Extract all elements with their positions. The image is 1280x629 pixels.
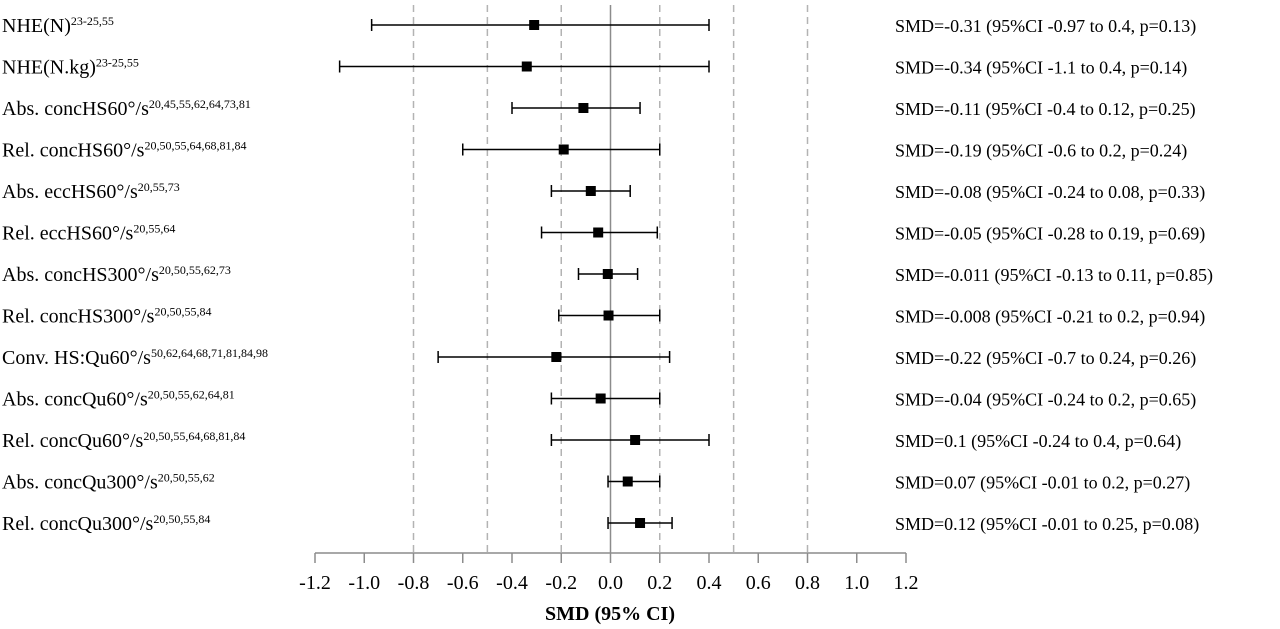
row-label: Rel. concHS300°/s20,50,55,84 (2, 305, 211, 328)
row-label: Rel. eccHS60°/s20,55,64 (2, 222, 175, 245)
smd-marker (578, 103, 589, 113)
smd-marker (595, 393, 606, 404)
smd-marker (521, 61, 532, 72)
smd-marker (551, 352, 562, 362)
row-label-refs: 50,62,64,68,71,81,84,98 (151, 346, 268, 360)
forest-rows: NHE(N)23-25,55 SMD=-0.31 (95%CI -0.97 to … (2, 14, 1213, 535)
row-label: Conv. HS:Qu60°/s50,62,64,68,71,81,84,98 (2, 346, 268, 369)
row-label-text: Conv. HS:Qu60°/s (2, 347, 151, 369)
forest-row: NHE(N)23-25,55 SMD=-0.31 (95%CI -0.97 to … (2, 14, 1196, 37)
row-label: Rel. concQu300°/s20,50,55,84 (2, 512, 210, 535)
x-tick-label: -1.2 (299, 572, 331, 594)
row-label-refs: 20,55,73 (138, 180, 180, 194)
row-label-text: Rel. concHS300°/s (2, 306, 155, 328)
row-stat: SMD=-0.22 (95%CI -0.7 to 0.24, p=0.26) (895, 348, 1196, 369)
smd-marker (630, 435, 641, 445)
row-label-refs: 20,50,55,64,68,81,84 (143, 429, 245, 443)
forest-row: Rel. eccHS60°/s20,55,64 SMD=-0.05 (95%CI … (2, 222, 1205, 245)
row-stat: SMD=-0.34 (95%CI -1.1 to 0.4, p=0.14) (895, 58, 1187, 79)
row-label: Abs. concHS300°/s20,50,55,62,73 (2, 263, 231, 286)
row-stat: SMD=-0.08 (95%CI -0.24 to 0.08, p=0.33) (895, 182, 1205, 203)
smd-marker (603, 310, 614, 321)
row-stat: SMD=-0.04 (95%CI -0.24 to 0.2, p=0.65) (895, 390, 1196, 411)
x-tick-label: 0.6 (746, 572, 771, 594)
row-label-refs: 23-25,55 (96, 56, 139, 70)
smd-marker (558, 144, 569, 155)
row-stat: SMD=-0.05 (95%CI -0.28 to 0.19, p=0.69) (895, 224, 1205, 245)
row-stat: SMD=-0.011 (95%CI -0.13 to 0.11, p=0.85) (895, 265, 1213, 286)
row-label-text: Rel. eccHS60°/s (2, 223, 134, 245)
row-label-text: Abs. eccHS60°/s (2, 181, 138, 203)
row-label: Abs. concQu60°/s20,50,55,62,64,81 (2, 388, 235, 411)
row-label-refs: 20,50,55,84 (153, 512, 210, 526)
row-stat: SMD=-0.31 (95%CI -0.97 to 0.4, p=0.13) (895, 16, 1196, 37)
row-label-refs: 20,50,55,64,68,81,84 (144, 139, 246, 153)
row-label-text: Rel. concQu60°/s (2, 430, 144, 452)
x-tick-label: -0.6 (447, 572, 479, 594)
forest-row: Rel. concHS60°/s20,50,55,64,68,81,84 SMD=… (2, 139, 1187, 162)
row-label: NHE(N.kg)23-25,55 (2, 56, 139, 79)
row-label-text: NHE(N.kg) (2, 57, 96, 79)
x-tick-label: 0.8 (795, 572, 820, 594)
row-label-refs: 20,50,55,62 (158, 471, 215, 485)
row-label-refs: 23-25,55 (71, 14, 114, 28)
x-tick-label: -0.4 (496, 572, 528, 594)
row-stat: SMD=0.07 (95%CI -0.01 to 0.2, p=0.27) (895, 473, 1190, 494)
row-label-refs: 20,50,55,62,64,81 (148, 388, 235, 402)
row-label-refs: 20,45,55,62,64,73,81 (149, 97, 251, 111)
row-stat: SMD=-0.11 (95%CI -0.4 to 0.12, p=0.25) (895, 99, 1196, 120)
row-label-refs: 20,55,64 (133, 222, 175, 236)
smd-marker (602, 269, 613, 279)
row-label: NHE(N)23-25,55 (2, 14, 114, 37)
forest-row: Abs. concHS60°/s20,45,55,62,64,73,81 SMD=… (2, 97, 1196, 120)
forest-row: Abs. concQu60°/s20,50,55,62,64,81 SMD=-0.… (2, 388, 1196, 411)
x-tick-label: -1.0 (348, 572, 380, 594)
row-label: Abs. concQu300°/s20,50,55,62 (2, 471, 215, 494)
smd-marker (585, 186, 596, 196)
forest-row: NHE(N.kg)23-25,55 SMD=-0.34 (95%CI -1.1 t… (2, 56, 1187, 79)
x-tick-label: 1.0 (844, 572, 869, 594)
row-label: Rel. concQu60°/s20,50,55,64,68,81,84 (2, 429, 245, 452)
forest-row: Conv. HS:Qu60°/s50,62,64,68,71,81,84,98 S… (2, 346, 1196, 369)
x-axis-title: SMD (95% CI) (545, 603, 675, 625)
row-label-refs: 20,50,55,62,73 (159, 263, 231, 277)
x-tick-label: 0.0 (598, 572, 623, 594)
forest-row: Rel. concQu300°/s20,50,55,84 SMD=0.12 (95… (2, 512, 1199, 535)
row-stat: SMD=0.1 (95%CI -0.24 to 0.4, p=0.64) (895, 431, 1181, 452)
row-label-text: Abs. concHS300°/s (2, 264, 159, 286)
row-label-text: Rel. concHS60°/s (2, 140, 145, 162)
x-tick-label: -0.2 (545, 572, 577, 594)
x-axis: -1.2 -1.0 -0.8 -0.6 -0.4 -0.2 0.0 0.2 0.4 0.6 0.8 1… (299, 552, 919, 594)
row-label-text: Abs. concHS60°/s (2, 98, 149, 120)
row-stat: SMD=-0.008 (95%CI -0.21 to 0.2, p=0.94) (895, 307, 1205, 328)
row-label-text: NHE(N) (2, 15, 71, 37)
row-label: Abs. concHS60°/s20,45,55,62,64,73,81 (2, 97, 251, 120)
forest-row: Rel. concQu60°/s20,50,55,64,68,81,84 SMD=… (2, 429, 1181, 452)
smd-marker (622, 476, 633, 487)
forest-row: Abs. concQu300°/s20,50,55,62 SMD=0.07 (95… (2, 471, 1190, 494)
x-tick-label: 0.4 (697, 572, 722, 594)
row-label-text: Abs. concQu60°/s (2, 389, 148, 411)
smd-marker (529, 20, 540, 30)
row-label: Rel. concHS60°/s20,50,55,64,68,81,84 (2, 139, 246, 162)
row-label: Abs. eccHS60°/s20,55,73 (2, 180, 180, 203)
smd-marker (635, 518, 646, 528)
forest-row: Rel. concHS300°/s20,50,55,84 SMD=-0.008 (… (2, 305, 1205, 328)
row-label-text: Rel. concQu300°/s (2, 513, 154, 535)
x-tick-label: 0.2 (647, 572, 672, 594)
smd-marker (593, 227, 604, 238)
forest-row: Abs. concHS300°/s20,50,55,62,73 SMD=-0.01… (2, 263, 1213, 286)
row-stat: SMD=0.12 (95%CI -0.01 to 0.25, p=0.08) (895, 514, 1199, 535)
row-label-refs: 20,50,55,84 (154, 305, 211, 319)
row-label-text: Abs. concQu300°/s (2, 472, 158, 494)
x-tick-label: -0.8 (398, 572, 430, 594)
forest-row: Abs. eccHS60°/s20,55,73 SMD=-0.08 (95%CI … (2, 180, 1205, 203)
x-tick-label: 1.2 (894, 572, 919, 594)
row-stat: SMD=-0.19 (95%CI -0.6 to 0.2, p=0.24) (895, 141, 1187, 162)
